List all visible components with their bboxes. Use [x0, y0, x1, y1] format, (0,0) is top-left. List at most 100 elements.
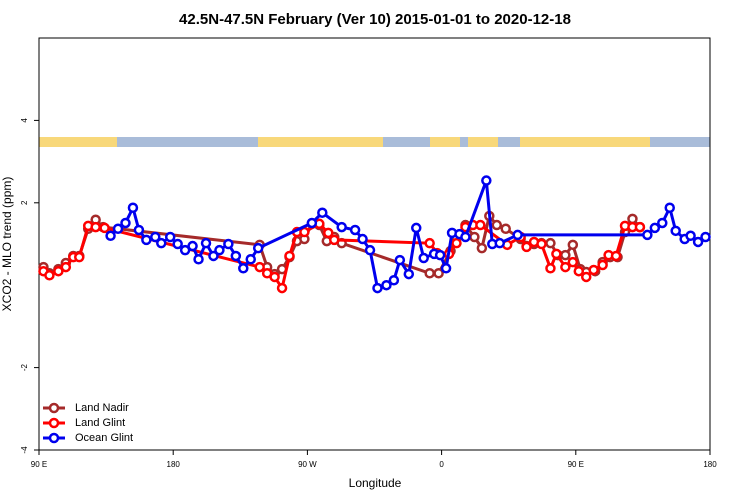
x-tick-label: 180 [703, 460, 717, 469]
data-point [187, 240, 198, 252]
data-point [150, 231, 161, 243]
x-tick-label: 90 E [31, 460, 47, 469]
data-point [193, 253, 204, 265]
data-point [685, 230, 696, 242]
chart-title: 42.5N-47.5N February (Ver 10) 2015-01-01… [179, 11, 571, 28]
data-point [521, 241, 532, 253]
data-point [179, 244, 191, 256]
data-point [200, 237, 212, 249]
data-point [545, 263, 556, 274]
data-point [560, 249, 571, 261]
data-point [238, 263, 249, 274]
data-point [700, 231, 711, 243]
data-point [317, 207, 328, 218]
x-axis-label: Longitude [349, 476, 402, 490]
data-point [214, 244, 225, 256]
data-point [649, 222, 661, 234]
legend-marker [48, 432, 60, 444]
data-point [481, 175, 492, 186]
data-point [627, 213, 638, 225]
data-point [44, 270, 55, 281]
y-tick-label: 2 [20, 200, 29, 205]
data-point [560, 261, 571, 273]
data-point [434, 249, 446, 261]
data-point [545, 237, 556, 249]
y-axis-label: XCO2 - MLO trend (ppm) [0, 177, 14, 312]
data-point [642, 229, 653, 241]
y-tick-label: -4 [20, 446, 29, 454]
plot-frame [38, 37, 711, 451]
data-point [223, 238, 234, 250]
data-point [74, 251, 85, 263]
data-point [60, 261, 72, 273]
data-point [349, 224, 361, 236]
data-point [664, 202, 675, 213]
data-point [424, 237, 435, 249]
data-point [418, 252, 429, 264]
data-point [433, 268, 444, 279]
data-point [284, 250, 295, 262]
data-point [112, 223, 124, 235]
data-point [451, 237, 462, 249]
data-point [469, 231, 480, 243]
data-point [573, 265, 585, 277]
data-point [364, 244, 376, 256]
data-point [394, 254, 406, 266]
x-tick-label: 90 E [568, 460, 584, 469]
data-point [475, 219, 486, 231]
data-point [476, 242, 488, 254]
data-point [460, 231, 471, 243]
data-point [127, 202, 139, 213]
legend-marker [48, 417, 60, 429]
data-point [252, 242, 264, 254]
data-point [99, 222, 110, 234]
data-point [567, 239, 579, 251]
data-point [53, 265, 64, 277]
data-point [230, 250, 242, 262]
data-point [172, 238, 183, 250]
data-point [634, 221, 646, 233]
legend-label: Ocean Glint [75, 432, 133, 444]
data-point [120, 217, 131, 229]
data-point [692, 236, 704, 248]
data-point [254, 261, 265, 273]
data-point [276, 282, 288, 294]
data-point [491, 219, 503, 231]
data-point [670, 225, 681, 237]
data-point [403, 268, 415, 280]
data-point [90, 221, 101, 233]
data-point [500, 223, 511, 235]
data-point [440, 263, 452, 274]
data-point [133, 224, 145, 236]
data-point [536, 238, 547, 250]
x-tick-label: 180 [167, 460, 181, 469]
data-point [567, 256, 579, 268]
legend-marker [48, 402, 60, 414]
data-point [411, 222, 422, 234]
data-point [208, 250, 219, 262]
data-point [588, 264, 599, 276]
data-point [141, 234, 152, 246]
data-point [357, 233, 368, 245]
data-point [551, 248, 562, 260]
x-tick-label: 0 [439, 460, 444, 469]
data-point [105, 230, 116, 242]
data-point [512, 229, 523, 241]
legend-label: Land Nadir [75, 402, 129, 414]
data-point [336, 221, 347, 233]
data-point [610, 250, 622, 262]
data-point [306, 217, 318, 229]
y-tick-label: 4 [20, 118, 29, 123]
data-point [657, 217, 668, 229]
data-point [156, 237, 167, 249]
x-tick-label: 90 W [298, 460, 317, 469]
data-point [580, 271, 592, 283]
data-point [381, 279, 392, 291]
data-point [323, 227, 334, 239]
data-point [164, 231, 176, 243]
data-point [388, 275, 400, 286]
data-point [269, 271, 280, 283]
data-point [372, 282, 383, 294]
land-ocean-strip [39, 137, 710, 147]
